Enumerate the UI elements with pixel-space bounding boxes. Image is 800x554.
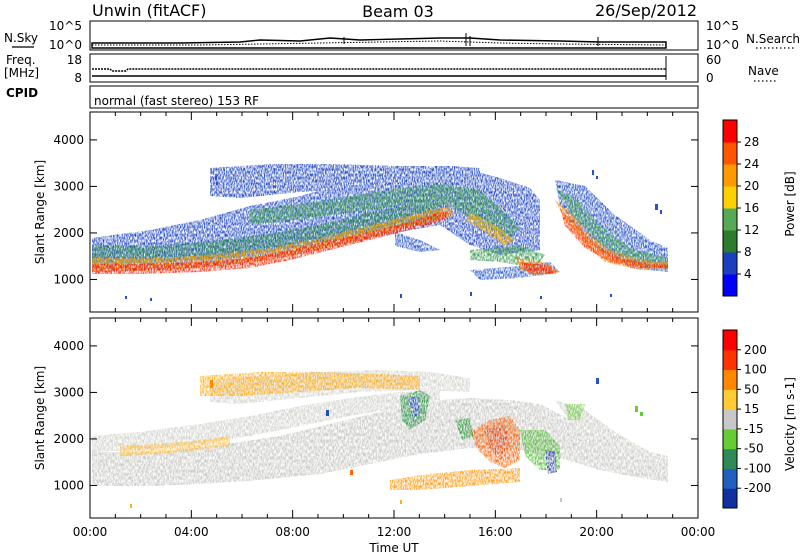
colorbar-tick-label: 20 xyxy=(744,179,759,193)
colorbar-tick-label: -100 xyxy=(744,461,771,475)
nave-right-tick-bottom: 0 xyxy=(706,71,714,85)
velocity-positive-patch xyxy=(400,390,585,474)
date-title: 26/Sep/2012 xyxy=(595,1,697,20)
power-panel: 1000 2000 3000 4000 Slant Range [km] 28 24 20… xyxy=(33,111,797,313)
colorbar-swatch xyxy=(723,230,737,253)
velocity-negative-patch xyxy=(470,416,520,468)
colorbar-swatch xyxy=(723,252,737,275)
colorbar-swatch xyxy=(723,389,737,410)
colorbar-tick-label: -50 xyxy=(744,442,764,456)
colorbar-swatch xyxy=(723,186,737,209)
y-tick-label: 1000 xyxy=(53,478,84,492)
noise-sky-trace xyxy=(91,37,667,49)
colorbar-tick-label: -15 xyxy=(744,422,764,436)
y-tick-label: 2000 xyxy=(53,432,84,446)
colorbar-tick-label: 16 xyxy=(744,201,759,215)
colorbar-swatch xyxy=(723,208,737,231)
beam-title: Beam 03 xyxy=(362,2,434,21)
colorbar-tick-label: 28 xyxy=(744,135,759,149)
colorbar-tick-label: 24 xyxy=(744,157,759,171)
colorbar-tick-label: 50 xyxy=(744,382,759,396)
colorbar-tick-label: 200 xyxy=(744,343,767,357)
y-tick-label: 1000 xyxy=(53,272,84,286)
velocity-colorbar: 200 100 50 15 -15 -50 -100 -200 xyxy=(722,329,771,509)
colorbar-swatch xyxy=(723,428,737,450)
noise-right-tick-top: 10^5 xyxy=(706,19,739,33)
power-y-ticks: 1000 2000 3000 4000 xyxy=(53,133,698,286)
cpid-mode: normal (fast stereo) 153 RF xyxy=(94,94,259,108)
colorbar-swatch xyxy=(723,330,737,351)
colorbar-tick-label: 15 xyxy=(744,402,759,416)
y-tick-label: 3000 xyxy=(53,385,84,399)
x-tick-label: 20:00 xyxy=(579,525,614,539)
noise-left-tick-top: 10^5 xyxy=(49,19,82,33)
station-title: Unwin (fitACF) xyxy=(92,1,206,20)
velocity-ylabel: Slant Range [km] xyxy=(33,366,47,470)
power-colorbar-label: Power [dB] xyxy=(783,171,797,236)
noise-right-tick-bottom: 10^0 xyxy=(706,38,739,52)
colorbar-tick-label: 4 xyxy=(744,267,752,281)
y-tick-label: 4000 xyxy=(53,339,84,353)
frequency-panel: Freq. [MHz] 18 8 60 0 Nave xyxy=(4,53,779,85)
freq-label-2: [MHz] xyxy=(4,66,39,80)
colorbar-tick-label: -200 xyxy=(744,481,771,495)
cpid-label: CPID xyxy=(6,86,38,100)
power-x-tickmarks xyxy=(89,112,699,312)
velocity-x-tickmarks xyxy=(89,318,699,518)
colorbar-swatch xyxy=(723,120,737,143)
velocity-y-ticks: 1000 2000 3000 4000 xyxy=(53,339,698,492)
velocity-sparse-points xyxy=(130,378,643,508)
y-tick-label: 4000 xyxy=(53,133,84,147)
x-tick-label: 12:00 xyxy=(377,525,412,539)
power-sparse-points xyxy=(125,170,662,301)
x-tick-label: 04:00 xyxy=(174,525,209,539)
colorbar-swatch xyxy=(723,349,737,371)
colorbar-tick-label: 8 xyxy=(744,245,752,259)
colorbar-swatch xyxy=(723,488,737,509)
colorbar-swatch xyxy=(723,468,737,489)
noise-right-label: N.Search xyxy=(746,32,800,46)
x-axis-label: Time UT xyxy=(368,541,419,554)
velocity-colorbar-label: Velocity [m s-1] xyxy=(783,377,797,471)
colorbar-swatch xyxy=(723,164,737,187)
velocity-panel: 1000 2000 3000 4000 Slant Range [km] 200 100… xyxy=(33,317,797,519)
power-colorbar: 28 24 20 16 12 8 4 xyxy=(722,119,759,297)
nave-label: Nave xyxy=(748,64,779,78)
x-tick-label: 16:00 xyxy=(478,525,513,539)
x-tick-label: 00:00 xyxy=(73,525,108,539)
noise-left-label: N.Sky xyxy=(4,31,38,45)
colorbar-tick-label: 12 xyxy=(744,223,759,237)
colorbar-frame xyxy=(722,329,738,509)
freq-label-1: Freq. xyxy=(6,53,36,67)
velocity-orange-points xyxy=(120,372,520,490)
x-tick-label: 08:00 xyxy=(275,525,310,539)
y-tick-label: 3000 xyxy=(53,179,84,193)
freq-left-tick-top: 18 xyxy=(67,53,82,67)
colorbar-tick-label: 100 xyxy=(744,363,767,377)
x-tick-label: 00:00 xyxy=(681,525,716,539)
freq-left-tick-bottom: 8 xyxy=(74,71,82,85)
colorbar-swatch xyxy=(723,369,737,390)
colorbar-swatch xyxy=(723,409,737,430)
frequency-trace xyxy=(92,68,666,72)
colorbar-swatch xyxy=(723,448,737,469)
power-red-core xyxy=(92,208,668,274)
noise-panel: N.Sky 10^5 10^0 10^5 10^0 N.Search xyxy=(4,19,800,52)
noise-search-trace xyxy=(92,40,667,46)
y-tick-label: 2000 xyxy=(53,226,84,240)
x-tick-labels: 00:00 04:00 08:00 12:00 16:00 20:00 00:00 xyxy=(73,525,716,539)
power-ylabel: Slant Range [km] xyxy=(33,160,47,264)
noise-left-tick-bottom: 10^0 xyxy=(49,38,82,52)
colorbar-swatch xyxy=(723,142,737,165)
colorbar-swatch xyxy=(723,274,737,297)
nave-right-tick-top: 60 xyxy=(706,53,721,67)
cpid-panel: CPID normal (fast stereo) 153 RF xyxy=(6,85,699,109)
